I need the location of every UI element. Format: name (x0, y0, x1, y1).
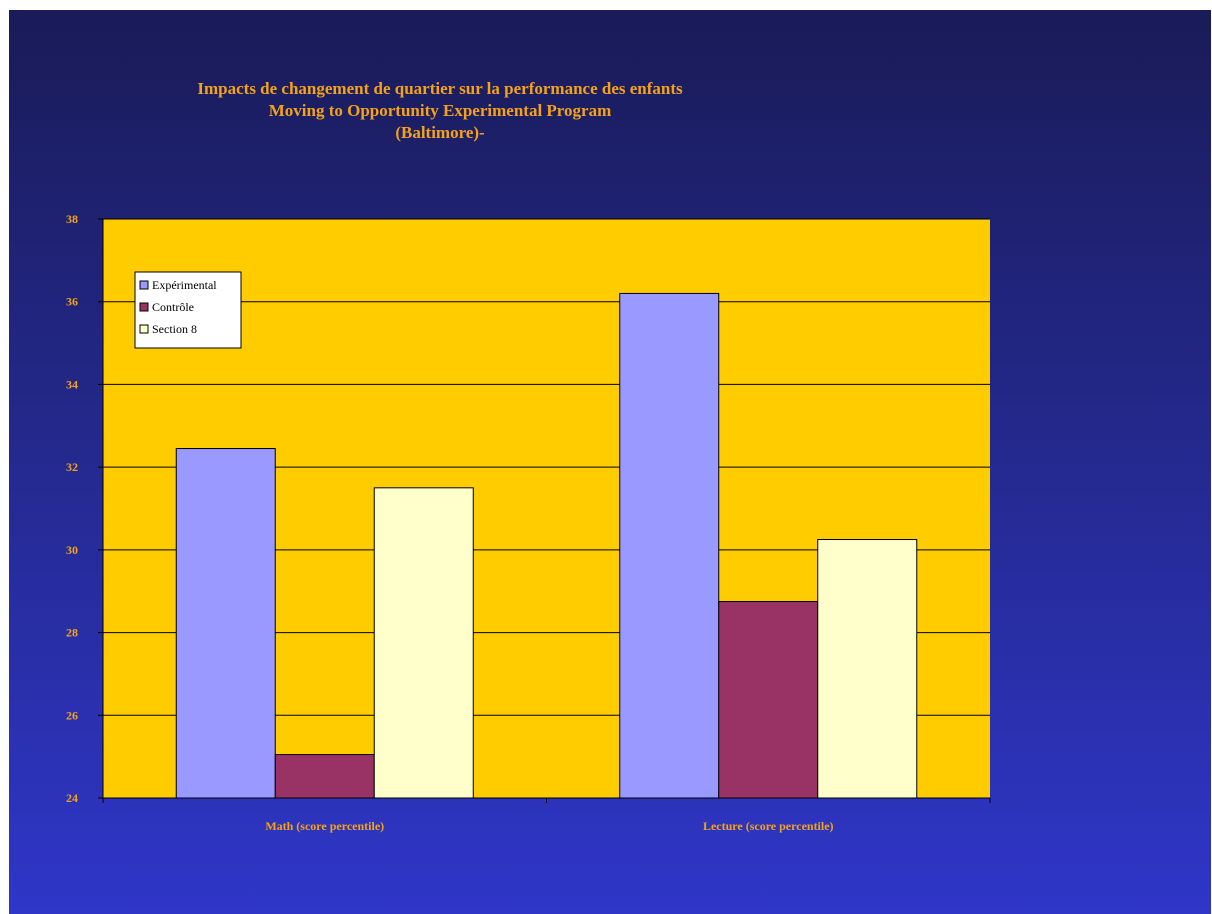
y-tick-label: 30 (66, 543, 78, 557)
x-tick-labels: Math (score percentile) Lecture (score pe… (265, 819, 833, 833)
bar (373, 487, 474, 799)
legend-label: Contrôle (152, 300, 194, 314)
chart-title-line-2: Moving to Opportunity Experimental Progr… (268, 101, 612, 120)
legend-swatch (139, 280, 149, 290)
y-tick-label: 34 (66, 377, 78, 391)
chart-title-line-1: Impacts de changement de quartier sur la… (197, 79, 683, 98)
legend-box (134, 271, 242, 349)
legend: Expérimental Contrôle Section 8 (134, 271, 242, 349)
y-tick-label: 32 (66, 460, 78, 474)
legend-label: Section 8 (152, 322, 197, 336)
bar (274, 754, 375, 799)
bar (817, 539, 918, 799)
chart-title: Impacts de changement de quartier sur la… (120, 78, 760, 144)
bar (718, 601, 819, 799)
bars (175, 292, 918, 799)
legend-label: Expérimental (152, 278, 217, 292)
y-tick-label: 36 (66, 295, 78, 309)
y-tick-label: 28 (66, 626, 78, 640)
axes (102, 219, 991, 803)
y-tick-label: 24 (66, 791, 78, 805)
bar (619, 292, 720, 799)
bar (175, 448, 276, 799)
y-tick-label: 26 (66, 708, 78, 722)
legend-swatch (139, 324, 149, 334)
x-tick-label: Lecture (score percentile) (703, 819, 834, 833)
chart-title-line-3: (Baltimore)- (395, 123, 485, 142)
y-tick-labels: 24 26 28 30 32 34 36 38 (66, 212, 78, 805)
legend-swatch (139, 302, 149, 312)
x-tick-label: Math (score percentile) (265, 819, 384, 833)
y-tick-label: 38 (66, 212, 78, 226)
